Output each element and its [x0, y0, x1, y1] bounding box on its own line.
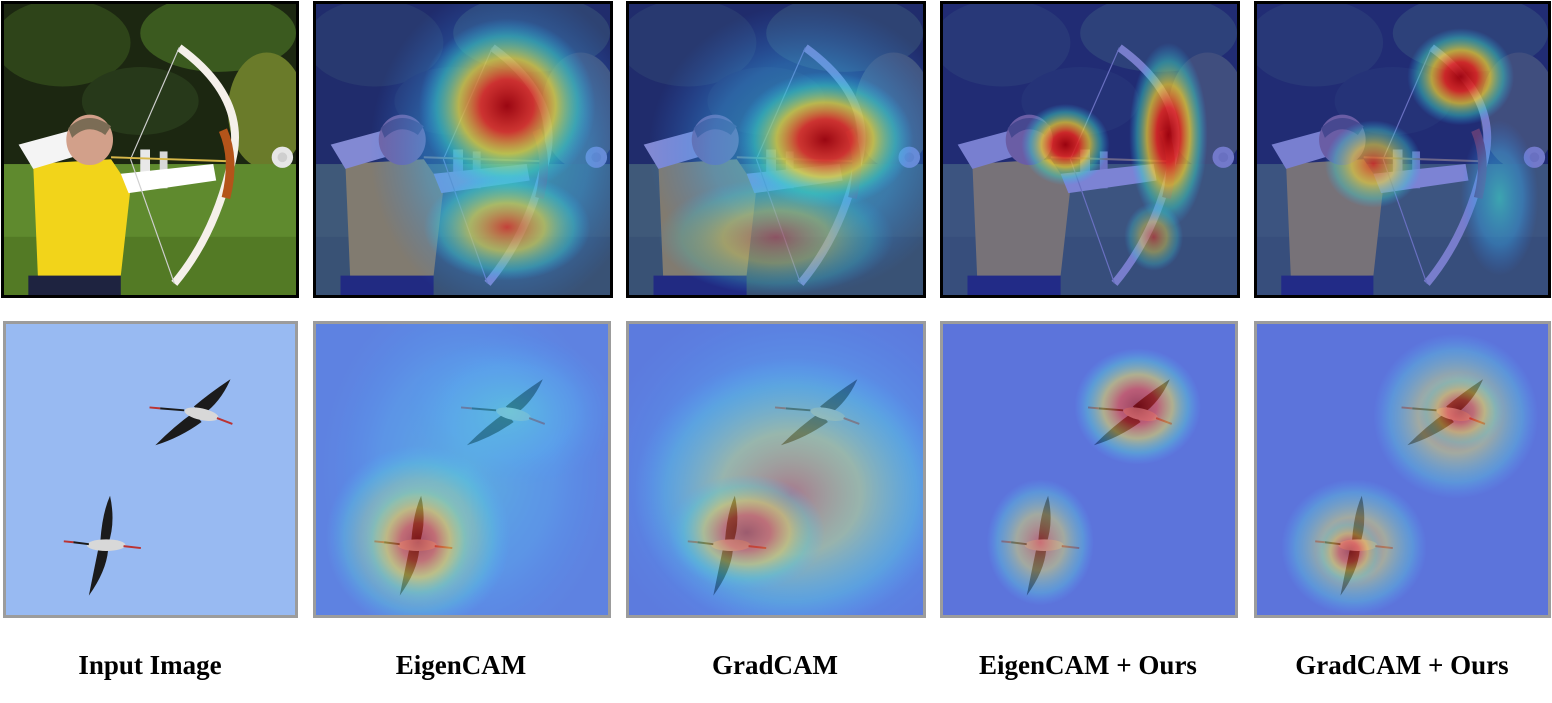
archer-gradcam-heatmap — [626, 1, 926, 298]
storks-input-image — [3, 321, 298, 618]
archer-input-image — [1, 1, 299, 298]
archer-gradcam-ours-heatmap — [1254, 1, 1551, 298]
caption-input-image: Input Image — [78, 650, 222, 680]
storks-eigencam-heatmap — [313, 321, 611, 618]
storks-gradcam-ours-heatmap — [1254, 321, 1551, 618]
archer-eigencam-ours-heatmap — [940, 1, 1240, 298]
caption-eigencam: EigenCAM — [395, 650, 527, 680]
storks-eigencam-ours-heatmap — [940, 321, 1238, 618]
caption-gradcam: GradCAM — [712, 650, 838, 680]
archer-eigencam-heatmap — [313, 1, 613, 298]
storks-gradcam-heatmap — [626, 321, 926, 618]
caption-gradcam-ours: GradCAM + Ours — [1295, 650, 1509, 680]
caption-eigencam-ours: EigenCAM + Ours — [979, 650, 1197, 680]
